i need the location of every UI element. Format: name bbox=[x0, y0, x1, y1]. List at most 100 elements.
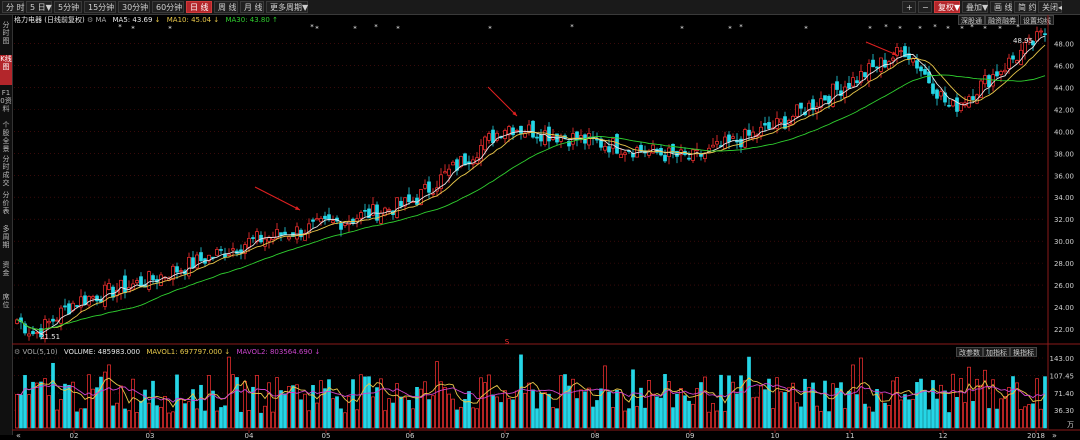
ma-settings-button[interactable]: 设置均线 bbox=[1020, 15, 1054, 25]
time-tick-label: 06 bbox=[406, 432, 415, 440]
event-marker-icon[interactable]: ⁎ bbox=[728, 23, 732, 31]
candle-body bbox=[323, 215, 327, 220]
volume-bar bbox=[219, 407, 223, 429]
volume-bar bbox=[151, 380, 155, 429]
overlay-dropdown[interactable]: 叠加▼ bbox=[962, 1, 988, 13]
candle-body bbox=[983, 75, 987, 85]
sidebar-item-trades[interactable]: 分时成交 bbox=[2, 155, 10, 187]
event-marker-icon[interactable]: ⁎ bbox=[804, 23, 808, 31]
candle-body bbox=[427, 181, 431, 193]
period-30min[interactable]: 30分钟 bbox=[118, 1, 150, 13]
zoom-out-button[interactable]: − bbox=[918, 1, 932, 13]
candle bbox=[611, 138, 615, 155]
price-tick-label: 42.00 bbox=[1054, 106, 1074, 114]
event-marker-icon[interactable]: ⁎ bbox=[353, 23, 357, 31]
event-marker-icon[interactable]: * bbox=[970, 23, 974, 31]
candle bbox=[319, 215, 323, 226]
draw-line-button[interactable]: 画 线 bbox=[990, 1, 1013, 13]
event-marker-icon[interactable]: * bbox=[118, 23, 122, 31]
event-marker-icon[interactable]: ⁎ bbox=[998, 23, 1002, 31]
event-marker-icon[interactable]: ⁎ bbox=[396, 23, 400, 31]
event-marker-icon[interactable]: * bbox=[739, 23, 743, 31]
period-daily[interactable]: 日 线 bbox=[186, 1, 212, 13]
event-marker-icon[interactable]: ⁎ bbox=[918, 23, 922, 31]
event-marker-icon[interactable]: ⁎ bbox=[131, 23, 135, 31]
volume-bar bbox=[827, 411, 831, 429]
candle-body bbox=[835, 81, 839, 90]
volume-bar bbox=[695, 388, 699, 429]
candle-body bbox=[491, 129, 495, 143]
candle-body bbox=[63, 305, 67, 308]
mavol1-line bbox=[16, 377, 1046, 408]
candle bbox=[15, 318, 19, 325]
event-marker-icon[interactable]: * bbox=[1016, 23, 1020, 31]
volume-bar bbox=[179, 398, 183, 429]
add-indicator-button[interactable]: 加指标 bbox=[983, 347, 1010, 357]
sidebar-item-funds[interactable]: 资金 bbox=[2, 261, 10, 277]
close-button[interactable]: 关闭◂ bbox=[1038, 1, 1062, 13]
volume-bar bbox=[899, 399, 903, 429]
annotation-arrow-icon bbox=[487, 86, 518, 117]
volume-bar bbox=[207, 375, 211, 429]
event-marker-icon[interactable]: ⁎ bbox=[680, 23, 684, 31]
sidebar-item-intraday[interactable]: 分时图 bbox=[2, 21, 10, 45]
candle-body bbox=[603, 145, 607, 151]
volume-bar bbox=[251, 386, 255, 429]
period-5day[interactable]: 5 日▼ bbox=[26, 1, 52, 13]
event-marker-icon[interactable]: ⁎ bbox=[315, 23, 319, 31]
sidebar-item-f10[interactable]: F10资料 bbox=[0, 89, 12, 113]
time-tick-label: 02 bbox=[70, 432, 79, 440]
event-marker-icon[interactable]: ⁎ bbox=[898, 23, 902, 31]
time-tick-label: 11 bbox=[846, 432, 855, 440]
event-marker-icon[interactable]: ⁎ bbox=[960, 23, 964, 31]
candle-body bbox=[783, 116, 787, 129]
sidebar-item-price-table[interactable]: 分价表 bbox=[2, 191, 10, 215]
period-intraday[interactable]: 分 时 bbox=[2, 1, 25, 13]
event-marker-icon[interactable]: * bbox=[933, 23, 937, 31]
period-more-dropdown[interactable]: 更多周期▼ bbox=[266, 1, 308, 13]
event-marker-icon[interactable]: * bbox=[570, 23, 574, 31]
period-5min[interactable]: 5分钟 bbox=[54, 1, 82, 13]
sidebar-item-seats[interactable]: 席位 bbox=[2, 293, 10, 309]
candle bbox=[407, 187, 411, 205]
candle-body bbox=[315, 218, 319, 221]
period-weekly[interactable]: 周 线 bbox=[214, 1, 238, 13]
period-60min[interactable]: 60分钟 bbox=[152, 1, 184, 13]
zoom-in-button[interactable]: + bbox=[902, 1, 916, 13]
sidebar-item-overview[interactable]: 个股全景 bbox=[2, 121, 10, 153]
price-tick-label: 34.00 bbox=[1054, 194, 1074, 202]
event-marker-icon[interactable]: * bbox=[884, 23, 888, 31]
volume-bar bbox=[75, 411, 79, 429]
volume-bar bbox=[227, 356, 231, 429]
candle-body bbox=[867, 63, 871, 82]
volume-bar bbox=[1003, 396, 1007, 429]
settings-icon[interactable]: ⚙ bbox=[86, 16, 94, 24]
stock-connect-button[interactable]: 深股通 bbox=[958, 15, 985, 25]
event-marker-icon[interactable]: * bbox=[310, 23, 314, 31]
sidebar-item-kline[interactable]: K线图 bbox=[0, 55, 12, 85]
period-monthly[interactable]: 月 线 bbox=[240, 1, 264, 13]
change-params-button[interactable]: 改参数 bbox=[956, 347, 983, 357]
volume-settings-icon[interactable]: ⚙ bbox=[14, 348, 21, 356]
scroll-right-icon[interactable]: » bbox=[1052, 431, 1057, 440]
event-marker-icon[interactable]: ⁎ bbox=[488, 23, 492, 31]
candle bbox=[47, 318, 51, 330]
period-15min[interactable]: 15分钟 bbox=[84, 1, 116, 13]
event-marker-icon[interactable]: ⁎ bbox=[868, 23, 872, 31]
scroll-left-icon[interactable]: « bbox=[16, 431, 21, 440]
adjust-dropdown[interactable]: 复权▼ bbox=[934, 1, 960, 13]
event-marker-icon[interactable]: ⁎ bbox=[983, 23, 987, 31]
event-marker-icon[interactable]: ⁎ bbox=[946, 23, 950, 31]
volume-bar bbox=[391, 402, 395, 429]
event-marker-icon[interactable]: ⁎ bbox=[168, 23, 172, 31]
candle bbox=[507, 124, 511, 143]
candle-body bbox=[943, 92, 947, 103]
switch-indicator-button[interactable]: 换指标 bbox=[1010, 347, 1037, 357]
volume-bar bbox=[1027, 404, 1031, 429]
event-marker-icon[interactable]: * bbox=[374, 23, 378, 31]
simple-mode-button[interactable]: 简 约 bbox=[1014, 1, 1037, 13]
sidebar-item-multi-period[interactable]: 多周期 bbox=[2, 225, 10, 249]
candle-body bbox=[527, 124, 531, 133]
margin-trading-button[interactable]: 融资融券 bbox=[985, 15, 1019, 25]
